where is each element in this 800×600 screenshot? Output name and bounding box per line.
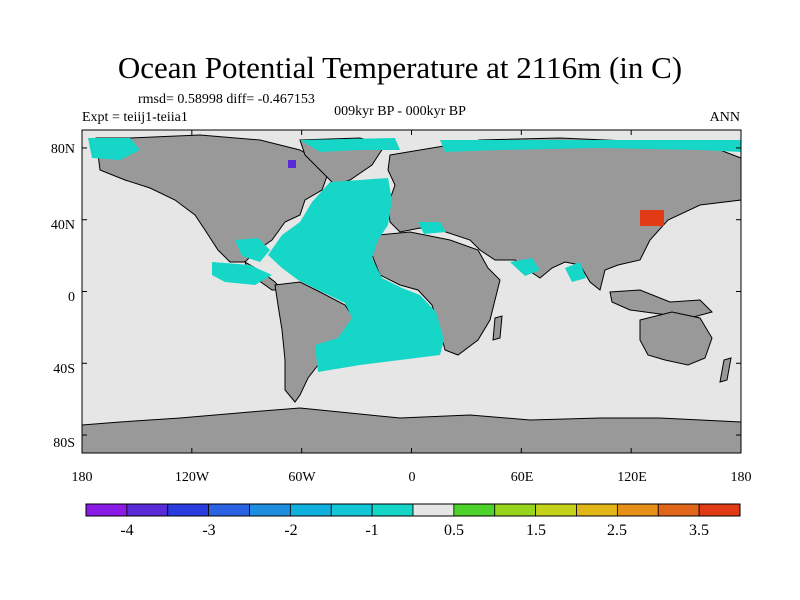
x-tick-label: 60E bbox=[511, 470, 534, 485]
colorbar-swatch bbox=[657, 503, 700, 517]
land-africa bbox=[371, 231, 501, 356]
arctic-anomaly-west bbox=[88, 138, 140, 160]
east-asia-positive-anomaly bbox=[640, 210, 664, 226]
colorbar-label: 0.5 bbox=[444, 522, 464, 539]
arabian-sea-anomaly bbox=[510, 258, 540, 276]
atlantic-negative-anomaly bbox=[268, 178, 444, 372]
x-tick-label: 180 bbox=[731, 470, 752, 485]
season-label: ANN bbox=[709, 110, 740, 125]
y-tick-label: 80S bbox=[53, 436, 75, 451]
colorbar-swatch bbox=[85, 503, 128, 517]
chart-title: Ocean Potential Temperature at 2116m (in… bbox=[117, 50, 683, 85]
colorbar-swatch bbox=[289, 503, 332, 517]
land-madagascar bbox=[492, 315, 503, 341]
x-tick-label: 60W bbox=[288, 470, 316, 485]
anomaly-patches bbox=[88, 138, 741, 372]
arctic-anomaly-centre bbox=[300, 138, 400, 152]
stats-line: rmsd= 0.58998 diff= -0.467153 bbox=[138, 92, 315, 107]
colorbar-swatch bbox=[330, 503, 373, 517]
eastern-pacific-anomaly bbox=[212, 262, 272, 285]
colorbar-label: -1 bbox=[365, 522, 378, 539]
colorbar-label: -3 bbox=[202, 522, 215, 539]
baffin-bay-negative-anomaly bbox=[288, 160, 296, 168]
arctic-anomaly-east bbox=[440, 140, 741, 152]
colorbar-labels: -4 -3 -2 -1 0.5 1.5 2.5 3.5 bbox=[120, 522, 709, 539]
colorbar-label: 2.5 bbox=[607, 522, 627, 539]
colorbar-swatch bbox=[167, 503, 210, 517]
land-indonesia bbox=[609, 289, 713, 319]
y-tick-label: 40N bbox=[51, 218, 75, 233]
x-tick-label: 120E bbox=[617, 470, 647, 485]
colorbar-swatch bbox=[698, 503, 741, 517]
colorbar-swatch bbox=[208, 503, 250, 517]
colorbar-label: -2 bbox=[284, 522, 297, 539]
period-line: 009kyr BP - 000kyr BP bbox=[334, 104, 466, 119]
land-south-america bbox=[274, 281, 356, 403]
colorbar-frame bbox=[85, 503, 741, 517]
bay-of-bengal-anomaly bbox=[565, 262, 586, 282]
y-tick-label: 80N bbox=[51, 142, 75, 157]
colorbar-label: 3.5 bbox=[689, 522, 709, 539]
colorbar-swatch bbox=[412, 503, 455, 517]
colorbar-label: -4 bbox=[120, 522, 133, 539]
colorbar-swatch bbox=[535, 503, 577, 517]
colorbar-swatch bbox=[494, 503, 537, 517]
colorbar-swatch bbox=[249, 503, 291, 517]
gulf-of-mexico-anomaly bbox=[235, 238, 270, 262]
experiment-line: Expt = teiij1-teiia1 bbox=[82, 110, 188, 125]
x-tick-label: 180 bbox=[72, 470, 93, 485]
x-tick-label: 120W bbox=[175, 470, 210, 485]
colorbar-swatch bbox=[616, 503, 659, 517]
colorbar-swatch bbox=[576, 503, 618, 517]
land-australia bbox=[639, 311, 713, 366]
land-new-zealand bbox=[719, 357, 732, 383]
colorbar-label: 1.5 bbox=[526, 522, 546, 539]
mediterranean-anomaly bbox=[418, 222, 446, 234]
colorbar-swatch bbox=[126, 503, 169, 517]
y-tick-label: 40S bbox=[53, 362, 75, 377]
colorbar-swatch bbox=[371, 503, 414, 517]
colorbar bbox=[85, 503, 741, 517]
colorbar-swatch bbox=[453, 503, 496, 517]
axis-ticks bbox=[81, 130, 742, 453]
x-axis-labels: 180 120W 60W 0 60E 120E 180 bbox=[72, 470, 752, 485]
y-tick-label: 0 bbox=[68, 290, 75, 305]
x-tick-label: 0 bbox=[409, 470, 416, 485]
y-axis-labels: 80N 40N 0 40S 80S bbox=[51, 142, 75, 451]
